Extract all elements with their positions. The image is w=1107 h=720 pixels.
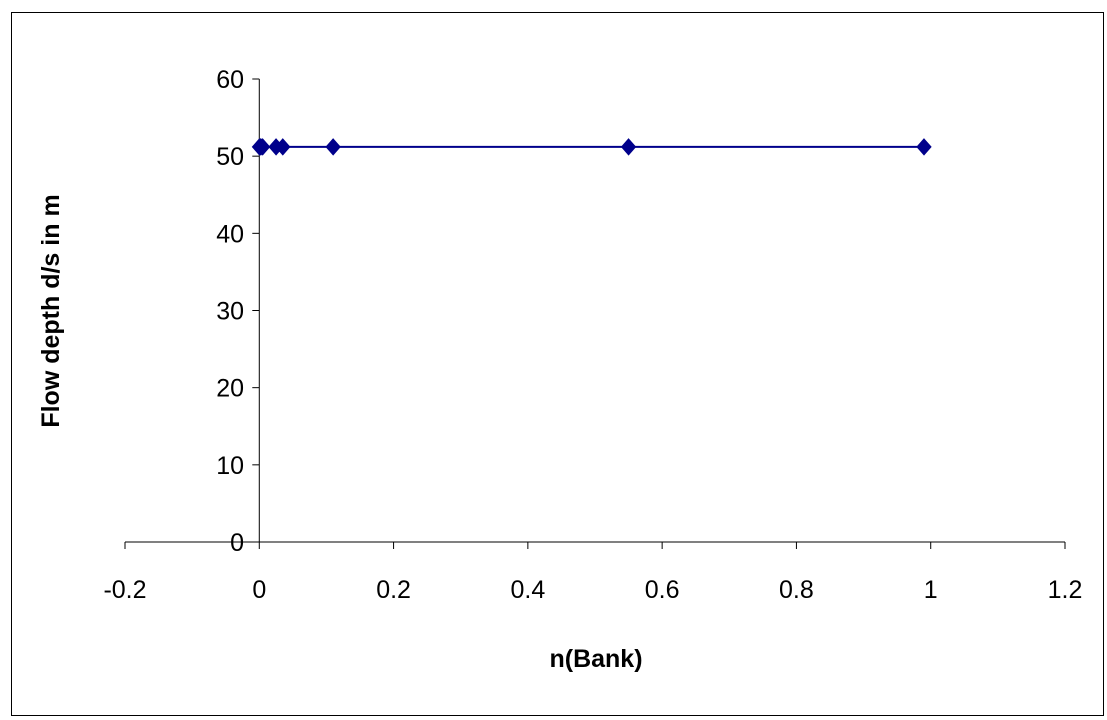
x-tick-label: 1.2 [1048,576,1083,604]
data-point-marker [254,138,271,156]
x-tick-label: 0.6 [645,576,680,604]
y-tick-label: 20 [216,375,244,403]
y-tick-label: 10 [216,452,244,480]
data-point-marker [325,138,341,156]
y-tick-label: 50 [216,143,244,171]
x-tick-label: 0.4 [510,576,545,604]
x-tick-label: -0.2 [103,576,146,604]
y-tick-label: 60 [216,66,244,94]
x-tick-label: 0 [252,576,266,604]
y-ticks: 0 10 20 30 40 50 60 [216,66,260,557]
data-point-marker [275,138,291,156]
series [251,138,932,156]
x-tick-label: 0.2 [376,576,411,604]
data-point-marker [916,138,932,156]
x-tick-label: 1 [924,576,938,604]
chart-area: -0.2 0 0.2 0.4 0.6 0.8 1 1.2 0 10 20 30 40 50 60 n(Ba… [11,12,1104,716]
data-point-marker [620,138,637,156]
y-axis-title: Flow depth d/s in m [37,194,65,427]
x-tick-label: 0.8 [779,576,814,604]
y-tick-label: 40 [216,220,244,248]
x-axis-title: n(Bank) [549,645,642,673]
y-tick-label: 0 [230,529,244,557]
chart-svg: -0.2 0 0.2 0.4 0.6 0.8 1 1.2 0 10 20 30 40 50 60 n(Ba… [37,66,1082,673]
y-tick-label: 30 [216,298,244,326]
x-ticks: -0.2 0 0.2 0.4 0.6 0.8 1 1.2 [103,542,1082,604]
